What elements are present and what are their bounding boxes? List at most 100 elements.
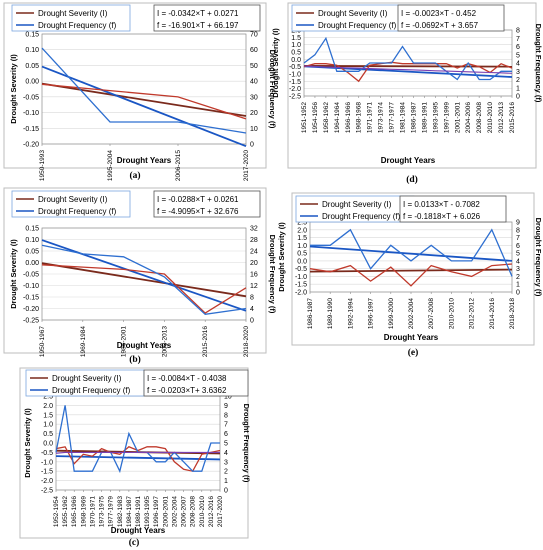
y-tick-label: -1.5 xyxy=(289,79,301,86)
y-axis-title: Drought Severity (I) xyxy=(9,54,18,124)
y-tick-label: 0.15 xyxy=(25,226,39,233)
x-tick-label: 2002-2004 xyxy=(171,496,178,527)
y2-tick-label: 30 xyxy=(250,94,258,101)
y2-tick-label: 10 xyxy=(250,126,258,133)
x-tick-label: 1989-1991 xyxy=(135,496,142,527)
equation-box xyxy=(399,195,507,223)
x-tick-label: 2012-2016 xyxy=(208,496,215,527)
y-tick-label: -1.5 xyxy=(295,282,307,289)
y2-tick-label: 0 xyxy=(250,318,254,325)
x-tick-label: 2017-2020 xyxy=(243,150,250,181)
y-tick-label: -0.5 xyxy=(289,64,301,71)
equation-box xyxy=(143,369,249,397)
extra-series-line xyxy=(55,451,220,454)
y2-tick-label: 20 xyxy=(250,260,258,267)
x-tick-label: 1954-1956 xyxy=(312,102,319,133)
y-tick-label: -2.0 xyxy=(295,290,307,297)
x-tick-label: 1977-1979 xyxy=(108,496,115,527)
y2-tick-label: 8 xyxy=(516,227,520,234)
y-axis-title: Drought Severity (I) xyxy=(9,239,18,309)
x-tick-label: 1992-1994 xyxy=(347,298,354,329)
x-tick-label: 2002-2004 xyxy=(408,298,415,329)
y2-tick-label: 0 xyxy=(516,290,520,297)
y-tick-label: -1.5 xyxy=(41,469,53,476)
frequency-trendline xyxy=(303,65,513,78)
severity-series-line xyxy=(41,264,247,314)
x-tick-label: 1973-1974 xyxy=(378,102,385,133)
severity-trendline xyxy=(41,82,247,117)
x-tick-label: 1968-1969 xyxy=(80,496,87,527)
x-tick-label: 1989-1990 xyxy=(327,298,334,329)
y-tick-label: 1.0 xyxy=(297,243,307,250)
x-tick-label: 1950-1993 xyxy=(39,150,46,181)
x-tick-label: 1982-1983 xyxy=(117,496,124,527)
y2-tick-label: 9 xyxy=(516,220,520,227)
panel-label: (e) xyxy=(408,347,419,358)
x-tick-label: 1970-1971 xyxy=(89,496,96,527)
y-tick-label: -0.10 xyxy=(23,110,39,117)
y-tick-label: -1.0 xyxy=(289,72,301,79)
y-tick-label: -0.5 xyxy=(41,450,53,457)
y-tick-label: 2.5 xyxy=(297,220,307,227)
y2-tick-label: 7 xyxy=(516,36,520,43)
y2-tick-label: 1 xyxy=(516,85,520,92)
y-tick-label: 0.0 xyxy=(291,57,301,64)
y2-tick-label: 2 xyxy=(516,77,520,84)
y-tick-label: -0.20 xyxy=(23,142,39,149)
equation-severity: I = -0.0084×T - 0.4038 xyxy=(147,374,227,383)
y-tick-label: -0.25 xyxy=(23,318,39,325)
y2-tick-label: 2 xyxy=(224,469,228,476)
y-tick-label: -0.20 xyxy=(23,306,39,313)
x-tick-label: 1995-2004 xyxy=(107,150,114,181)
y-tick-label: -1.0 xyxy=(295,274,307,281)
y2-tick-label: 28 xyxy=(250,237,258,244)
y2-tick-label: 1 xyxy=(516,282,520,289)
x-tick-label: 2010-2010 xyxy=(199,496,206,527)
y2-tick-label: 5 xyxy=(516,251,520,258)
frequency-series-line xyxy=(310,228,513,277)
y-tick-label: 2.5 xyxy=(43,394,53,401)
x-tick-label: 2015-2016 xyxy=(509,102,516,133)
y2-tick-label: 50 xyxy=(250,63,258,70)
y-tick-label: 1.0 xyxy=(43,422,53,429)
x-tick-label: 1986-1987 xyxy=(410,102,417,133)
y2-axis-title: Drought Frequency (f) xyxy=(534,218,543,297)
x-tick-label: 1952-1954 xyxy=(53,496,60,527)
x-tick-label: 1977-1977 xyxy=(389,102,396,133)
x-axis-title: Drought Years xyxy=(381,156,436,165)
x-tick-label: 1971-1971 xyxy=(367,102,374,133)
x-tick-label: 2001-2001 xyxy=(454,102,461,133)
y-tick-label: -0.15 xyxy=(23,295,39,302)
y-tick-label: -2.0 xyxy=(289,86,301,93)
legend-box xyxy=(11,190,131,218)
severity-trendline xyxy=(309,268,513,273)
frequency-series-line xyxy=(41,47,247,134)
x-tick-label: 2012-2013 xyxy=(498,102,505,133)
legend-box xyxy=(295,195,415,223)
x-tick-label: 1993-1995 xyxy=(144,496,151,527)
legend-label-severity: Drought Severity (I) xyxy=(52,374,122,383)
chart-panel: 0.15 0.10 0.05 0.00 -0.05 -0.10 -0.15 -0.20 -0.2… xyxy=(3,187,277,357)
y-axis-title: Drought Severity (I) xyxy=(277,222,286,292)
equation-frequency: f = -0.1818×T + 6.026 xyxy=(403,212,481,221)
x-tick-label: 2018-2020 xyxy=(243,326,250,357)
y-tick-label: 0.10 xyxy=(25,47,39,54)
x-axis-title: Drought Years xyxy=(111,526,166,535)
y2-tick-label: 4 xyxy=(516,258,520,265)
y2-axis-title: Drought Frequency (f) xyxy=(534,24,543,103)
chart-panel: 2.52.01.51.00.50.0-0.5-1.0-1.5-2.0-2.510… xyxy=(19,367,251,539)
x-tick-label: 2006-2007 xyxy=(181,496,188,527)
x-tick-label: 1965-1966 xyxy=(71,496,78,527)
chart-panel: 2.52.01.51.00.50.0-0.5-1.0-1.5-2.0 987654… xyxy=(277,192,543,346)
x-tick-label: 1955-1962 xyxy=(62,496,69,527)
y2-tick-label: 6 xyxy=(516,44,520,51)
x-tick-label: 1999-2000 xyxy=(388,298,395,329)
y2-tick-label: 5 xyxy=(516,52,520,59)
equation-severity: I = -0.0342×T + 0.0271 xyxy=(157,9,239,18)
y-tick-label: -0.10 xyxy=(23,283,39,290)
severity-trendline xyxy=(41,262,247,298)
y2-tick-label: 6 xyxy=(516,243,520,250)
x-tick-label: 2008-2008 xyxy=(190,496,197,527)
y2-tick-label: 10 xyxy=(224,394,232,401)
